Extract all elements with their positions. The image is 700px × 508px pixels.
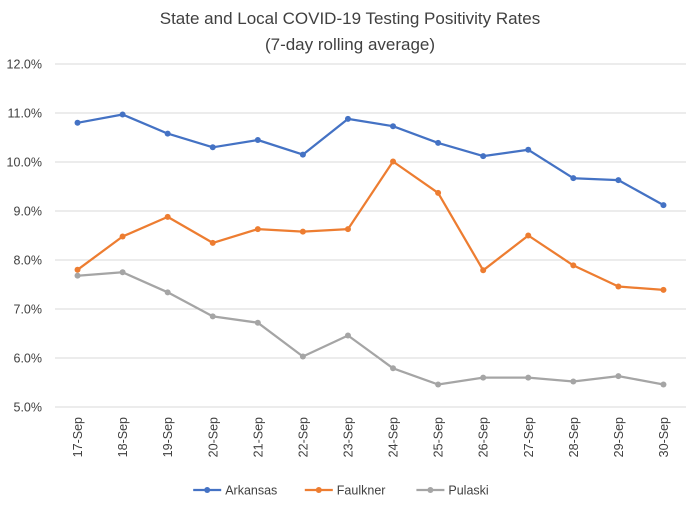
- y-axis-ticks: 5.0% 6.0% 7.0% 8.0% 9.0% 10.0% 11.0% 12.0%: [7, 58, 42, 415]
- series-arkansas: [74, 111, 667, 209]
- data-point-arkansas: [480, 153, 487, 160]
- data-point-arkansas: [119, 111, 126, 118]
- legend-swatch-marker: [204, 487, 211, 493]
- x-tick-label: 23-Sep: [341, 417, 355, 457]
- data-point-faulkner: [480, 267, 487, 274]
- chart-title: State and Local COVID-19 Testing Positiv…: [160, 9, 540, 28]
- x-tick-label: 21-Sep: [251, 417, 265, 457]
- data-point-arkansas: [299, 151, 306, 158]
- data-point-pulaski: [74, 272, 81, 279]
- x-tick-label: 30-Sep: [657, 417, 671, 457]
- x-tick-label: 25-Sep: [432, 417, 446, 457]
- data-point-faulkner: [299, 228, 306, 235]
- data-point-faulkner: [435, 189, 442, 196]
- data-point-arkansas: [390, 123, 397, 130]
- data-point-arkansas: [209, 144, 216, 151]
- y-tick-label: 10.0%: [7, 156, 42, 170]
- series-lines: [74, 111, 667, 388]
- data-point-pulaski: [615, 373, 622, 380]
- data-point-arkansas: [435, 139, 442, 146]
- data-point-faulkner: [254, 226, 261, 233]
- x-tick-label: 24-Sep: [387, 417, 401, 457]
- y-tick-label: 9.0%: [14, 205, 43, 219]
- legend-item-faulkner: Faulkner: [304, 484, 386, 498]
- x-tick-label: 20-Sep: [206, 417, 220, 457]
- data-point-pulaski: [344, 332, 351, 339]
- legend-label: Arkansas: [225, 484, 277, 498]
- y-tick-label: 5.0%: [14, 401, 43, 415]
- data-point-faulkner: [164, 213, 171, 220]
- data-point-arkansas: [525, 146, 532, 153]
- data-point-faulkner: [74, 266, 81, 273]
- data-point-arkansas: [344, 115, 351, 122]
- data-point-pulaski: [390, 365, 397, 372]
- data-point-faulkner: [525, 232, 532, 239]
- data-point-faulkner: [344, 226, 351, 233]
- series-line-arkansas: [76, 113, 665, 207]
- data-point-arkansas: [660, 202, 667, 209]
- y-tick-label: 11.0%: [7, 107, 42, 121]
- x-tick-label: 27-Sep: [522, 417, 536, 457]
- x-tick-label: 18-Sep: [116, 417, 130, 457]
- data-point-arkansas: [74, 119, 81, 126]
- x-tick-label: 28-Sep: [567, 417, 581, 457]
- legend-label: Pulaski: [448, 484, 488, 498]
- data-point-pulaski: [119, 269, 126, 276]
- x-tick-label: 17-Sep: [71, 417, 85, 457]
- x-tick-label: 22-Sep: [296, 417, 310, 457]
- data-point-arkansas: [570, 175, 577, 182]
- x-tick-label: 26-Sep: [477, 417, 491, 457]
- y-tick-label: 6.0%: [14, 352, 43, 366]
- legend-item-arkansas: Arkansas: [193, 484, 277, 498]
- x-tick-label: 29-Sep: [612, 417, 626, 457]
- legend-swatch-marker: [427, 487, 434, 493]
- data-point-faulkner: [660, 286, 667, 293]
- x-axis-ticks: 17-Sep 18-Sep 19-Sep 20-Sep 21-Sep 22-Sep 23-S…: [71, 417, 671, 457]
- data-point-pulaski: [164, 289, 171, 296]
- data-point-faulkner: [119, 233, 126, 240]
- series-faulkner: [74, 158, 667, 293]
- data-point-pulaski: [660, 381, 667, 388]
- legend-label: Faulkner: [337, 484, 386, 498]
- series-line-faulkner: [76, 160, 665, 292]
- data-point-faulkner: [390, 158, 397, 165]
- data-point-pulaski: [254, 319, 261, 326]
- gridlines: [55, 63, 686, 408]
- data-point-pulaski: [209, 313, 216, 320]
- y-tick-label: 12.0%: [7, 58, 42, 72]
- legend: Arkansas Faulkner Pulaski: [193, 484, 489, 498]
- data-point-faulkner: [570, 262, 577, 269]
- data-point-faulkner: [209, 239, 216, 246]
- data-point-faulkner: [615, 283, 622, 290]
- legend-swatch-marker: [315, 487, 322, 493]
- data-point-arkansas: [615, 177, 622, 184]
- data-point-pulaski: [480, 374, 487, 381]
- series-pulaski: [74, 269, 667, 388]
- legend-item-pulaski: Pulaski: [416, 484, 489, 498]
- data-point-arkansas: [164, 130, 171, 137]
- y-tick-label: 8.0%: [14, 254, 43, 268]
- data-point-arkansas: [254, 136, 261, 143]
- data-point-pulaski: [570, 378, 577, 385]
- y-tick-label: 7.0%: [14, 303, 43, 317]
- data-point-pulaski: [525, 374, 532, 381]
- series-line-pulaski: [76, 271, 665, 386]
- data-point-pulaski: [435, 381, 442, 388]
- data-point-pulaski: [299, 353, 306, 360]
- x-tick-label: 19-Sep: [161, 417, 175, 457]
- chart-subtitle: (7-day rolling average): [265, 35, 435, 54]
